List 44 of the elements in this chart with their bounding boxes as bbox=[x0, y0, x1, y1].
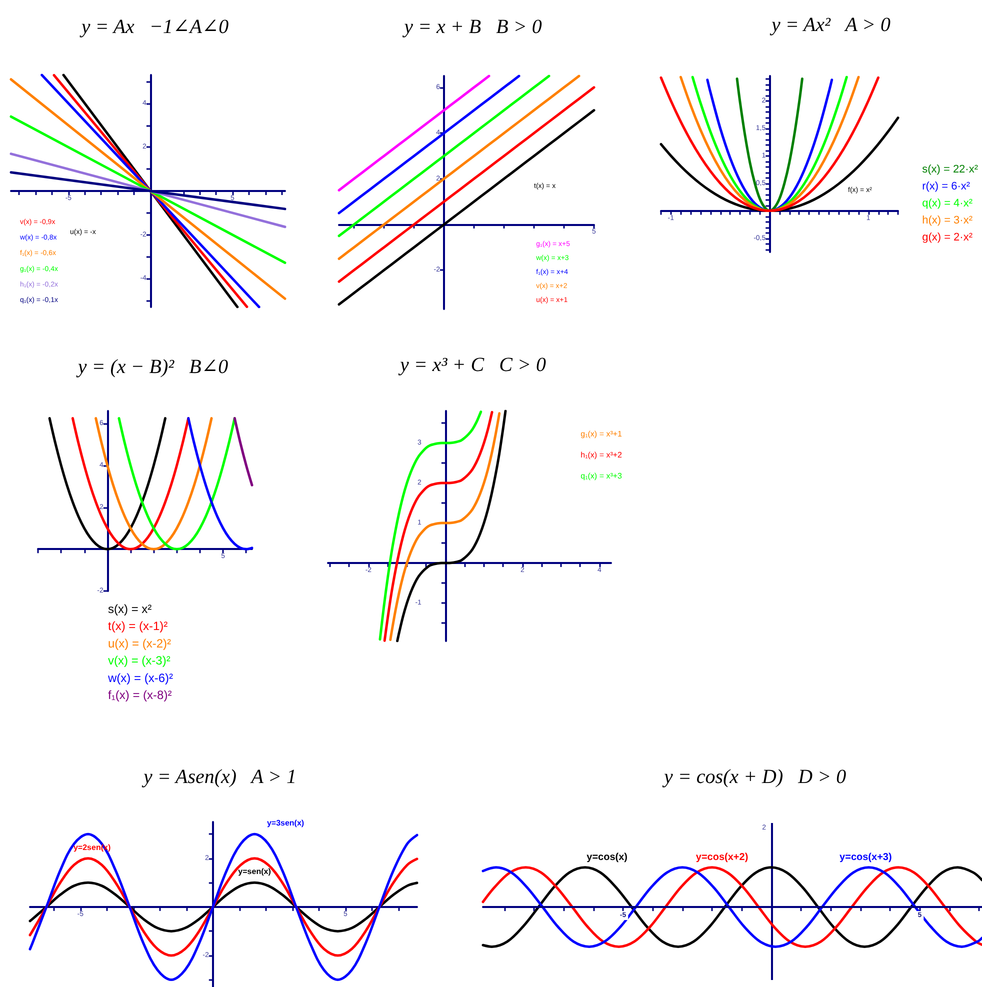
line-series bbox=[118, 417, 236, 550]
text: v(x) = (x-3)² bbox=[108, 654, 170, 668]
line-series bbox=[71, 417, 190, 550]
text: u(x) = (x-2)² bbox=[108, 636, 172, 650]
line-series bbox=[338, 109, 596, 306]
text: t(x) = (x-1)² bbox=[108, 619, 168, 634]
chart-title: y = x³ + C C > 0 bbox=[398, 354, 546, 376]
line-series bbox=[338, 74, 490, 192]
line-series bbox=[338, 74, 580, 260]
text: s(x) = x² bbox=[108, 602, 152, 616]
text: h₁(x) = x³+2 bbox=[580, 450, 623, 460]
line-series bbox=[48, 417, 166, 550]
line-series bbox=[338, 86, 596, 283]
text: f₁(x) = (x-8)² bbox=[108, 688, 172, 702]
line-series bbox=[94, 417, 213, 550]
line-series bbox=[660, 76, 880, 212]
text: q(x) = 4·x² bbox=[922, 198, 973, 210]
line-series bbox=[187, 417, 254, 550]
series-label: y=cos(x) bbox=[586, 852, 628, 863]
chart-title: y = (x − B)² B∠0 bbox=[76, 356, 228, 378]
line-series bbox=[28, 881, 418, 932]
text: r(x) = 6·x² bbox=[922, 180, 970, 192]
text: s(x) = 22·x² bbox=[922, 164, 978, 176]
text: h(x) = 3·x² bbox=[922, 214, 973, 226]
chart-title: y = Asen(x) A > 1 bbox=[141, 766, 297, 788]
series-label: y=cos(x+3) bbox=[840, 852, 892, 863]
line-series bbox=[28, 832, 418, 981]
text: q₁(x) = x³+3 bbox=[580, 472, 623, 480]
text: g₁(x) = x³+1 bbox=[580, 430, 623, 438]
text: g(x) = 2·x² bbox=[922, 232, 973, 244]
line-series bbox=[736, 78, 804, 212]
line-series bbox=[660, 116, 900, 212]
chart-title: y = x + B B > 0 bbox=[402, 16, 542, 38]
series-label: y=sen(x) bbox=[238, 867, 272, 876]
chart-title: y = Ax² A > 0 bbox=[769, 14, 891, 36]
line-series bbox=[233, 417, 254, 486]
line-series bbox=[338, 74, 550, 238]
line-series bbox=[338, 74, 520, 214]
line-series bbox=[706, 78, 834, 212]
text: w(x) = (x-6)² bbox=[107, 670, 173, 685]
series-label: y=cos(x+2) bbox=[696, 852, 748, 863]
series-label: y=3sen(x) bbox=[266, 818, 304, 828]
chart-title: y = Ax −1∠A∠0 bbox=[79, 16, 229, 38]
chart-title: y = cos(x + D) D > 0 bbox=[662, 766, 846, 788]
